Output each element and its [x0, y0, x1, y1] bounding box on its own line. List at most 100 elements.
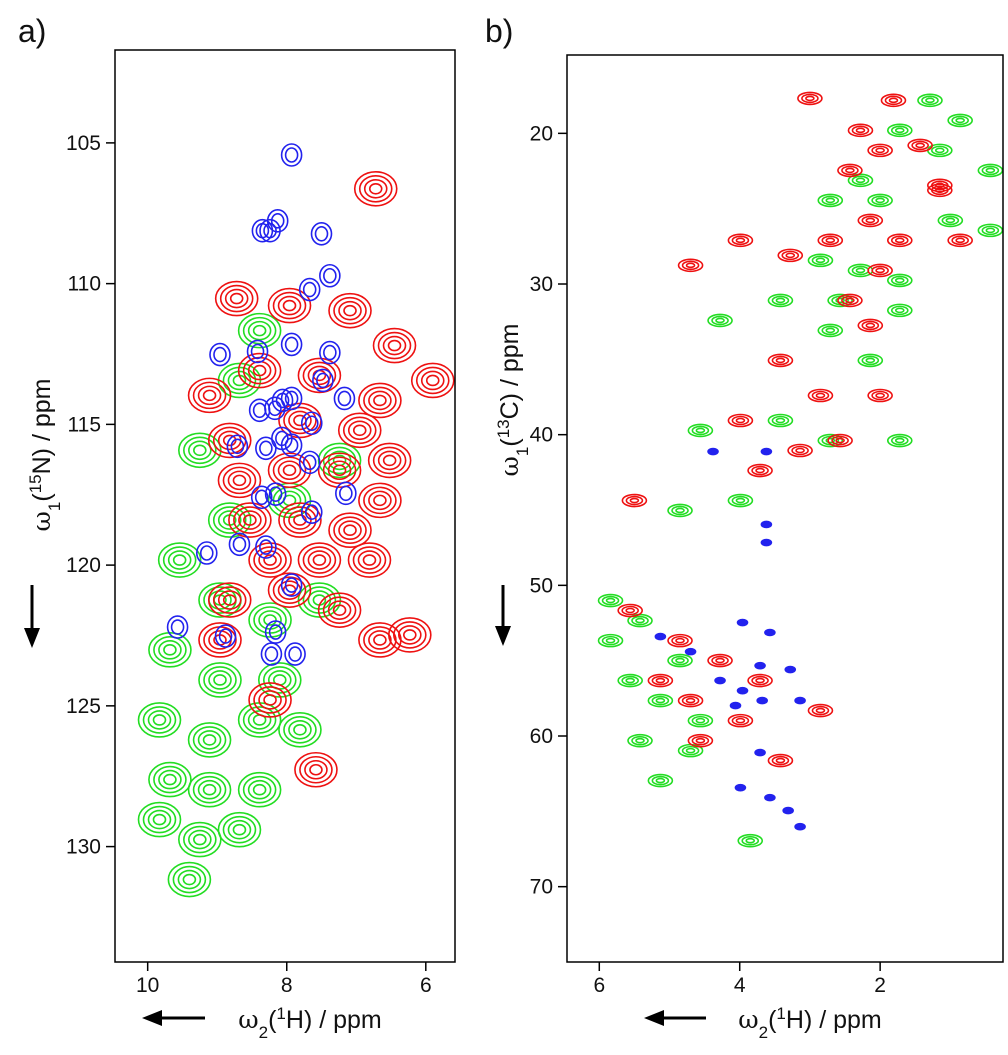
contour-ring — [343, 524, 357, 537]
contour-ring — [935, 182, 945, 189]
peak — [310, 222, 333, 246]
contour-ring — [323, 344, 337, 361]
contour-ring — [264, 646, 279, 662]
contour-ring — [393, 621, 427, 649]
y-tick-label: 70 — [530, 876, 553, 899]
contour-ring — [254, 489, 269, 506]
contour-ring — [921, 95, 939, 106]
peak — [827, 433, 853, 448]
contour-ring — [237, 771, 282, 808]
contour-ring — [250, 343, 265, 360]
peak — [297, 542, 342, 578]
contour-ring — [888, 97, 899, 104]
contour-ring — [264, 620, 287, 644]
peak — [597, 633, 624, 648]
contour-ring — [935, 147, 945, 154]
contour-ring — [300, 500, 323, 524]
contour-ring — [775, 417, 786, 424]
contour-ring — [219, 284, 254, 313]
peak — [737, 833, 764, 848]
contour-ring — [288, 646, 302, 662]
contour-ring — [857, 353, 884, 368]
peak — [157, 542, 202, 578]
peak — [817, 193, 844, 208]
contour-ring — [277, 295, 302, 316]
contour-ring — [731, 495, 750, 506]
contour-ring — [754, 748, 766, 757]
peak — [264, 482, 287, 506]
contour-ring — [807, 703, 834, 718]
contour-ring — [310, 222, 333, 246]
contour-ring — [247, 320, 272, 341]
contour-ring — [182, 873, 197, 886]
contour-ring — [280, 332, 303, 357]
peak — [754, 661, 766, 670]
peak — [410, 362, 455, 399]
contour-ring — [981, 165, 1000, 176]
contour-ring — [821, 325, 840, 336]
contour-ring — [835, 437, 845, 444]
peak — [312, 368, 334, 393]
peak — [807, 253, 834, 268]
contour-ring — [298, 277, 321, 302]
x-axis-label-part: ( — [768, 1006, 777, 1034]
contour-ring — [691, 735, 710, 746]
contour-ring — [248, 602, 292, 638]
x-axis-label-part: H) / ppm — [286, 1006, 382, 1034]
peak — [787, 443, 813, 458]
contour-ring — [280, 386, 303, 411]
contour-ring — [775, 297, 786, 304]
contour-ring — [327, 460, 352, 481]
peak — [847, 173, 874, 188]
contour-ring — [985, 167, 996, 174]
peak — [207, 582, 252, 618]
contour-ring — [805, 95, 815, 102]
peak — [217, 462, 262, 499]
contour-ring — [884, 95, 903, 106]
plot-area — [597, 91, 1003, 848]
contour-ring — [886, 433, 913, 448]
contour-ring — [821, 195, 840, 206]
contour-ring — [727, 233, 754, 248]
contour-ring — [270, 213, 285, 229]
contour-ring — [845, 167, 855, 174]
contour-ring — [363, 178, 388, 199]
peak — [677, 258, 704, 273]
peak — [264, 620, 287, 644]
contour-ring — [760, 538, 773, 547]
panel-label: a) — [18, 13, 46, 49]
contour-ring — [322, 456, 357, 485]
x-axis-label-part: ( — [268, 1006, 277, 1034]
contour-ring — [233, 506, 267, 534]
contour-ring — [377, 331, 412, 360]
contour-ring — [170, 619, 185, 635]
contour-ring — [825, 237, 836, 244]
contour-ring — [147, 710, 172, 730]
contour-ring — [691, 715, 710, 726]
contour-ring — [272, 576, 307, 604]
peak — [729, 701, 742, 710]
contour-ring — [193, 833, 207, 846]
contour-ring — [671, 635, 689, 646]
peak — [947, 233, 973, 248]
peak — [707, 653, 733, 668]
contour-ring — [232, 823, 247, 836]
peak — [358, 482, 402, 519]
contour-ring — [358, 482, 402, 519]
contour-ring — [767, 753, 794, 768]
contour-ring — [651, 675, 670, 686]
contour-ring — [367, 442, 412, 479]
peak — [857, 213, 884, 228]
contour-ring — [947, 113, 973, 128]
contour-ring — [731, 715, 750, 726]
peak — [767, 413, 794, 428]
contour-ring — [252, 402, 267, 419]
contour-ring — [927, 183, 953, 198]
contour-ring — [825, 437, 836, 444]
peak — [333, 386, 356, 411]
contour-ring — [358, 382, 402, 419]
contour-ring — [747, 673, 773, 688]
peak — [621, 493, 648, 508]
peak — [807, 703, 834, 718]
peak — [294, 751, 338, 788]
